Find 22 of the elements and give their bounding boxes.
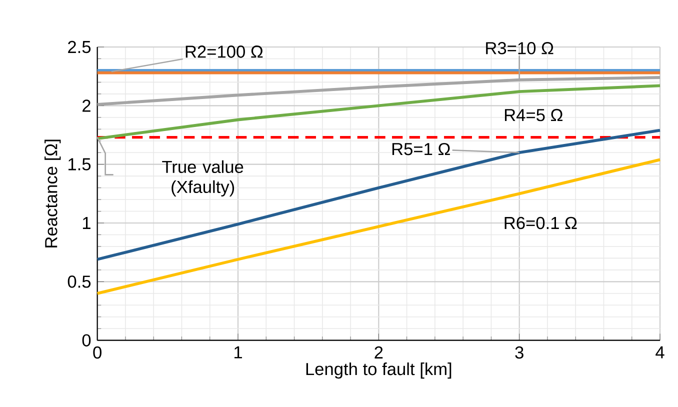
annotation: R3=10 Ω [486, 42, 554, 54]
x-tick-label: 2 [374, 346, 383, 358]
annotation: R4=5 Ω [504, 108, 562, 122]
x-tick-label: 0 [93, 346, 102, 359]
y-tick-label: 2.5 [68, 40, 91, 54]
line-series [96, 84, 662, 140]
y-tick-label: 2 [82, 100, 90, 112]
annotation: R5=1 Ω [392, 142, 450, 156]
x-tick-label: 3 [515, 346, 524, 359]
x-tick-label: 1 [234, 346, 242, 358]
x-tick-label: 4 [656, 346, 664, 358]
annotation: R6=0.1 Ω [504, 216, 577, 230]
y-tick-label: 1.5 [68, 158, 91, 170]
annotation: R2=100 Ω [186, 46, 263, 58]
x-axis-title: Length to fault [km] [306, 362, 452, 379]
y-tick-label: 0 [82, 334, 91, 346]
y-tick-label: 1 [82, 217, 90, 229]
y-tick-label: 0.5 [68, 276, 91, 288]
ref-line-label: True value (Xfaulty) [162, 160, 244, 196]
line-series [96, 128, 662, 261]
y-axis-title: Reactance [Ω] [44, 140, 61, 248]
line-series [96, 158, 662, 295]
